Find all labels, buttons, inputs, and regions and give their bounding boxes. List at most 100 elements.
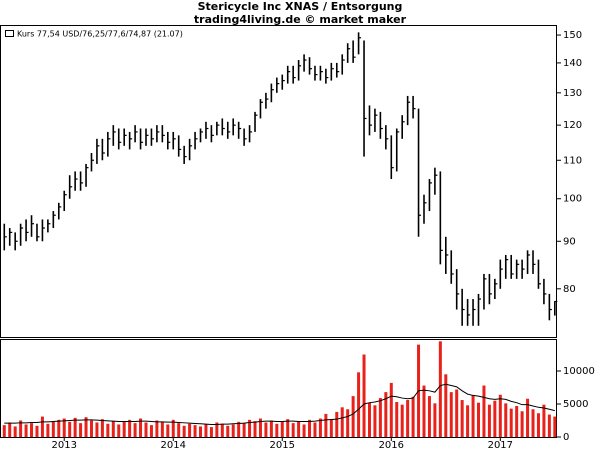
volume-bar — [422, 385, 426, 437]
volume-tick-label: 5000 — [563, 399, 588, 410]
volume-bar — [117, 424, 121, 437]
volume-bar — [264, 422, 268, 437]
volume-bar — [493, 400, 497, 437]
volume-bar — [313, 422, 317, 437]
volume-bar — [215, 422, 219, 437]
volume-bar — [509, 408, 513, 437]
volume-bar — [389, 382, 393, 437]
y-tick-label: 140 — [563, 58, 582, 69]
volume-bar — [526, 398, 530, 437]
volume-bar — [482, 385, 486, 437]
volume-bar — [128, 419, 132, 437]
volume-bar — [209, 427, 213, 437]
volume-bar — [553, 416, 557, 437]
volume-bar — [444, 374, 448, 437]
volume-bar — [144, 422, 148, 437]
y-tick-label: 120 — [563, 120, 582, 131]
volume-bar — [520, 411, 524, 437]
volume-bar — [357, 372, 361, 437]
volume-bar — [547, 414, 551, 437]
volume-bar — [297, 421, 301, 437]
volume-bar — [324, 413, 328, 437]
volume-bar — [351, 396, 355, 437]
volume-tick-label: 10000 — [563, 366, 595, 377]
volume-bar — [460, 400, 464, 437]
volume-bar — [291, 423, 295, 437]
volume-bar — [237, 421, 241, 437]
volume-bar — [226, 425, 230, 437]
volume-bar — [395, 402, 399, 437]
volume-bar — [30, 423, 34, 437]
volume-bar — [160, 421, 164, 437]
volume-bar — [384, 392, 388, 437]
x-tick-label: 2013 — [52, 440, 77, 450]
volume-bar — [362, 354, 366, 437]
x-tick-label: 2015 — [270, 440, 295, 450]
volume-bar — [373, 405, 377, 437]
volume-bar — [139, 418, 143, 437]
volume-bar — [411, 396, 415, 437]
volume-bar — [253, 421, 257, 437]
legend-swatch — [5, 30, 14, 37]
volume-bar — [19, 420, 23, 437]
volume-frame — [0, 339, 557, 438]
volume-bar — [471, 395, 475, 437]
volume-bar — [111, 421, 115, 437]
legend-label: Kurs 77,54 USD/76,25/77,6/74,87 (21.07) — [17, 30, 183, 39]
volume-bar — [68, 421, 72, 437]
volume-bar — [155, 420, 159, 437]
volume-bar — [220, 423, 224, 437]
y-tick-label: 100 — [563, 194, 582, 205]
volume-bar — [367, 402, 371, 437]
volume-bar — [280, 421, 284, 437]
volume-bar — [177, 423, 181, 437]
volume-bar — [449, 392, 453, 437]
x-tick-label: 2014 — [161, 440, 186, 450]
volume-bar — [182, 425, 186, 437]
volume-bar — [542, 404, 546, 437]
volume-bar — [455, 389, 459, 437]
volume-bar — [335, 411, 339, 437]
volume-bar — [122, 421, 126, 437]
volume-bar — [504, 403, 508, 437]
volume-bar — [536, 413, 540, 437]
volume-bar — [89, 420, 93, 437]
volume-bar — [95, 422, 99, 437]
volume-bar — [133, 423, 137, 437]
volume-bar — [199, 426, 203, 437]
volume-bar — [406, 400, 410, 437]
y-tick-label: 150 — [563, 30, 582, 41]
volume-bar — [498, 394, 502, 437]
volume-bar — [193, 425, 197, 437]
volume-bar — [149, 425, 153, 437]
y-tick-label: 90 — [563, 236, 576, 247]
volume-bar — [166, 424, 170, 437]
x-tick-label: 2017 — [488, 440, 513, 450]
y-tick-label: 80 — [563, 284, 576, 295]
volume-bar — [62, 418, 66, 437]
volume-bar — [84, 417, 88, 437]
volume-bar — [466, 405, 470, 437]
volume-bar — [2, 425, 6, 437]
x-tick-label: 2016 — [379, 440, 404, 450]
price-frame — [0, 25, 557, 338]
y-tick-label: 110 — [563, 155, 582, 166]
volume-bar — [73, 417, 77, 437]
volume-bar — [51, 421, 55, 437]
volume-bar — [100, 419, 104, 437]
volume-bar — [106, 423, 110, 437]
y-tick-label: 130 — [563, 88, 582, 99]
volume-bar — [13, 426, 17, 437]
volume-bar — [79, 423, 83, 437]
volume-bar — [286, 419, 290, 437]
volume-bar — [40, 416, 44, 437]
volume-bar — [340, 407, 344, 437]
volume-bar — [531, 409, 535, 437]
volume-bar — [346, 409, 350, 437]
volume-bar — [188, 423, 192, 437]
chart-title: Stericycle Inc XNAS / Entsorgung — [198, 0, 403, 13]
volume-bar — [275, 423, 279, 437]
volume-bar — [433, 403, 437, 437]
volume-bar — [242, 423, 246, 437]
chart-subtitle: trading4living.de © market maker — [194, 13, 407, 26]
